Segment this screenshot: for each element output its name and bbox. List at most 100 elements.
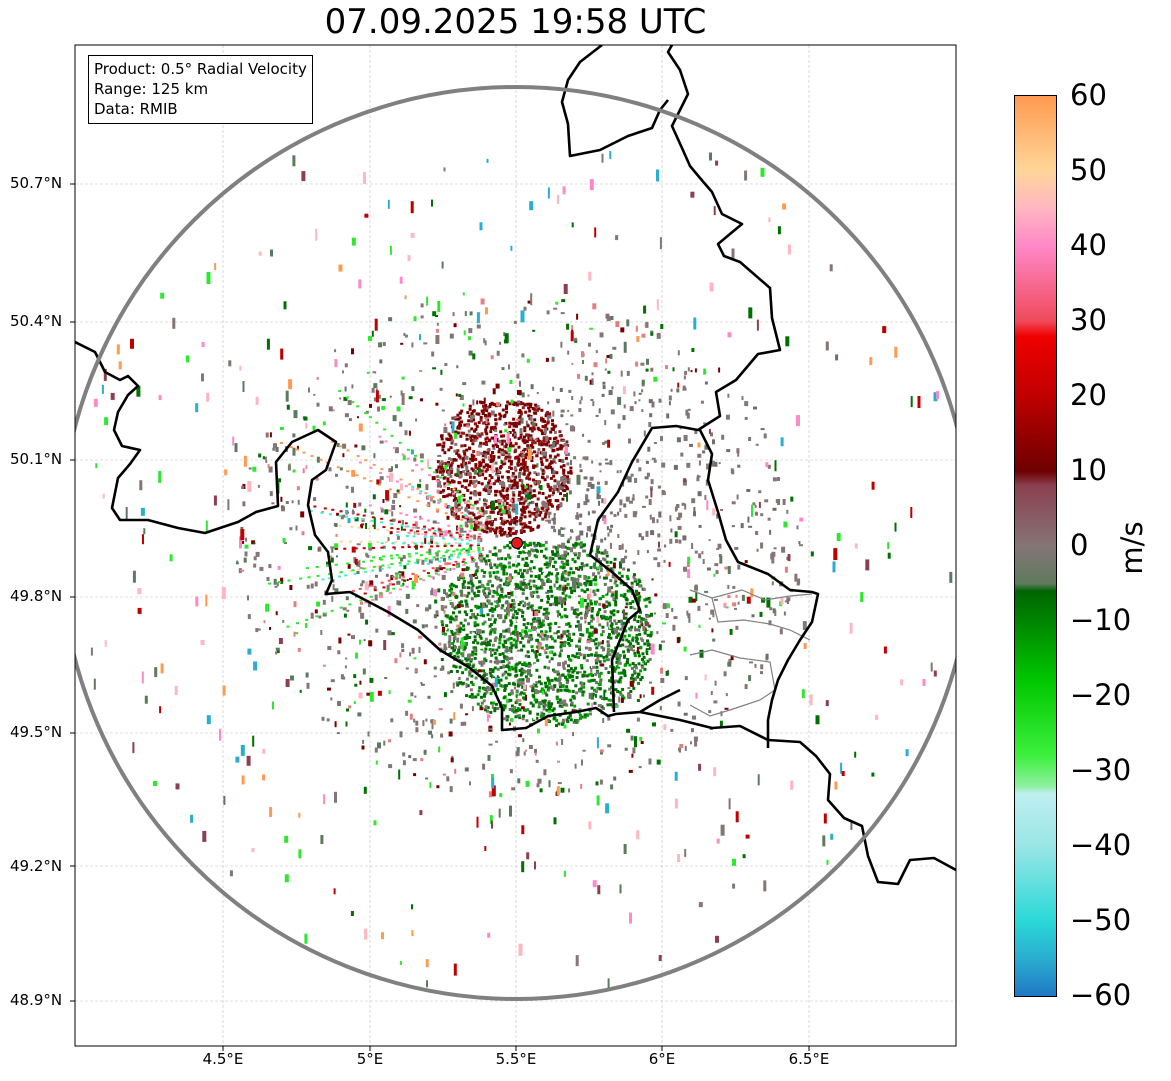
echo-pixel [406, 579, 409, 581]
echo-pixel [492, 571, 496, 575]
echo-pixel [646, 659, 650, 663]
echo-pixel [552, 668, 555, 672]
echo-pixel [499, 633, 503, 636]
echo-pixel [554, 621, 558, 625]
echo-pixel [597, 682, 601, 686]
echo-pixel [351, 384, 354, 389]
echo-pixel [613, 776, 617, 781]
echo-pixel [693, 511, 696, 517]
echo-pixel [538, 643, 542, 650]
echo-pixel [400, 524, 403, 531]
echo-pixel [512, 487, 517, 490]
echo-pixel [374, 747, 378, 753]
echo-pixel [494, 428, 498, 432]
echo-pixel [557, 722, 561, 726]
echo-pixel [735, 811, 739, 823]
echo-pixel [560, 409, 565, 413]
echo-pixel [262, 456, 265, 460]
echo-pixel [545, 357, 549, 362]
echo-pixel [549, 503, 553, 507]
echo-pixel [443, 451, 447, 455]
echo-pixel [458, 544, 462, 547]
echo-pixel [521, 663, 525, 667]
echo-pixel [527, 414, 531, 418]
echo-pixel [523, 447, 527, 451]
echo-pixel [686, 610, 689, 616]
echo-pixel [566, 492, 568, 502]
echo-pixel [506, 493, 509, 497]
echo-pixel [436, 475, 440, 479]
echo-pixel [631, 662, 635, 665]
echo-pixel [473, 638, 477, 642]
echo-pixel [572, 632, 576, 636]
echo-pixel [555, 471, 559, 475]
echo-pixel [529, 402, 533, 406]
echo-pixel [534, 653, 538, 657]
echo-pixel [633, 614, 637, 618]
echo-pixel [579, 513, 583, 518]
echo-pixel [479, 636, 483, 640]
echo-pixel [529, 526, 533, 530]
echo-pixel [522, 472, 526, 476]
echo-pixel [504, 676, 508, 680]
echo-pixel [379, 595, 383, 598]
echo-pixel [589, 611, 593, 615]
echo-pixel [497, 470, 501, 474]
echo-pixel [600, 538, 604, 543]
echo-pixel [590, 602, 593, 606]
echo-pixel [553, 684, 557, 688]
echo-pixel [534, 650, 538, 654]
echo-pixel [637, 681, 640, 685]
echo-pixel [534, 748, 537, 753]
echo-pixel [770, 553, 773, 560]
echo-pixel [497, 557, 500, 561]
echo-pixel [496, 479, 500, 482]
echo-pixel [511, 787, 516, 791]
echo-pixel [454, 511, 458, 513]
echo-pixel [416, 530, 420, 533]
echo-pixel [774, 610, 777, 616]
echo-pixel [628, 644, 632, 648]
echo-pixel [454, 631, 458, 635]
echo-pixel [440, 434, 443, 438]
echo-pixel [522, 529, 526, 533]
echo-pixel [524, 456, 528, 460]
echo-pixel [483, 640, 487, 644]
echo-pixel [485, 432, 489, 436]
echo-pixel [608, 679, 612, 683]
echo-pixel [566, 540, 570, 544]
echo-pixel [498, 447, 502, 451]
echo-pixel [487, 696, 491, 700]
echo-pixel [608, 603, 612, 607]
echo-pixel [530, 444, 534, 448]
echo-pixel [308, 387, 310, 393]
echo-pixel [480, 527, 484, 530]
echo-pixel [704, 590, 709, 593]
echo-pixel [619, 581, 623, 585]
echo-pixel [334, 588, 339, 593]
echo-pixel [280, 577, 284, 582]
echo-pixel [537, 524, 541, 528]
echo-pixel [299, 577, 303, 580]
echo-pixel [503, 545, 507, 549]
echo-pixel [93, 678, 96, 690]
echo-pixel [296, 445, 299, 450]
echo-pixel [475, 436, 479, 440]
echo-pixel [460, 465, 464, 469]
echo-pixel [615, 660, 619, 664]
echo-pixel [439, 467, 443, 471]
echo-pixel [544, 512, 548, 516]
echo-pixel [326, 561, 330, 565]
echo-pixel [535, 759, 539, 763]
echo-pixel [388, 468, 393, 473]
echo-pixel [678, 512, 683, 518]
echo-pixel [698, 763, 702, 771]
echo-pixel [610, 627, 614, 631]
echo-pixel [403, 332, 406, 336]
echo-pixel [737, 464, 741, 468]
echo-pixel [407, 496, 411, 499]
echo-pixel [340, 515, 344, 520]
echo-pixel [455, 451, 459, 455]
echo-pixel [411, 647, 415, 654]
